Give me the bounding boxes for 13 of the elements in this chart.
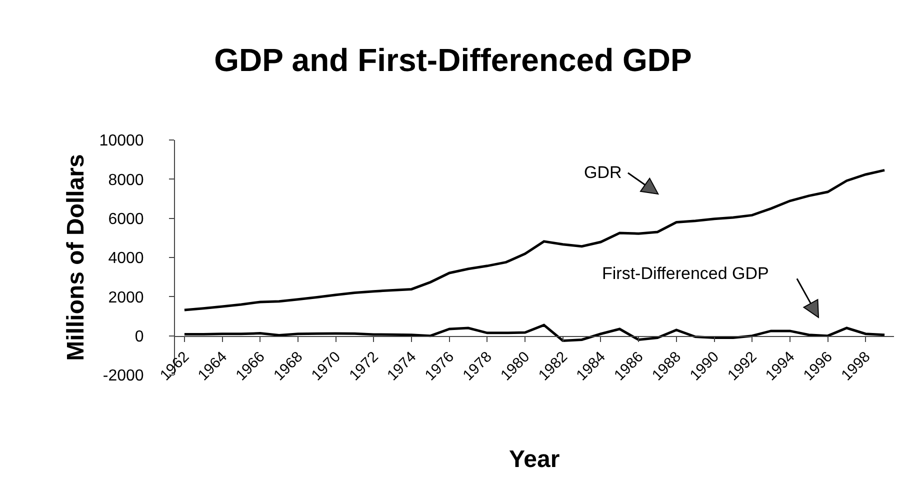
y-tick-label: 10000 xyxy=(99,132,144,150)
annotation: GDR xyxy=(584,163,622,182)
y-axis-title: Millions of Dollars xyxy=(62,154,90,361)
annotation: First-Differenced GDP xyxy=(602,264,769,283)
line-series xyxy=(183,324,886,342)
chart-title: GDP and First-Differenced GDP xyxy=(214,42,692,78)
y-tick-label: 4000 xyxy=(108,250,144,268)
y-tick-label: -2000 xyxy=(102,368,144,385)
y-tick-label: 2000 xyxy=(108,289,144,306)
y-tick-label: 0 xyxy=(134,328,144,346)
x-axis-title: Year xyxy=(509,446,560,473)
y-tick-label: 8000 xyxy=(108,172,144,189)
y-tick-label: 6000 xyxy=(108,210,144,228)
